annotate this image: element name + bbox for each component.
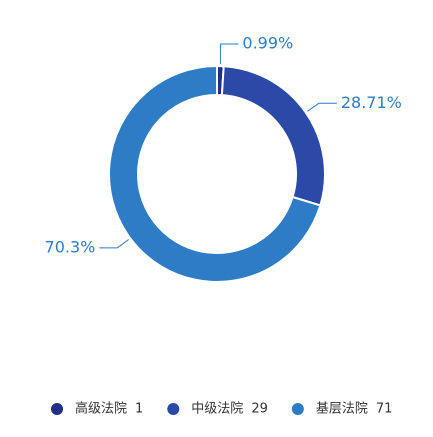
value-label: 70.3%: [45, 237, 96, 256]
donut-slice: [220, 65, 326, 207]
legend-count: 71: [376, 402, 393, 417]
legend-label: 基层法院: [316, 402, 368, 417]
legend-marker: [291, 403, 304, 415]
legend-marker: [167, 403, 180, 415]
legend-count: 29: [251, 402, 268, 417]
legend-count: 1: [135, 402, 143, 417]
leader-line: [219, 43, 239, 65]
donut-slice: [108, 64, 322, 283]
legend-label: 高级法院: [75, 401, 127, 417]
leader-line: [307, 102, 337, 112]
legend-marker: [51, 403, 63, 415]
value-label: 28.71%: [341, 93, 402, 112]
value-label: 0.99%: [242, 34, 293, 53]
leader-line: [99, 239, 129, 249]
legend-label: 中级法院: [191, 402, 243, 417]
